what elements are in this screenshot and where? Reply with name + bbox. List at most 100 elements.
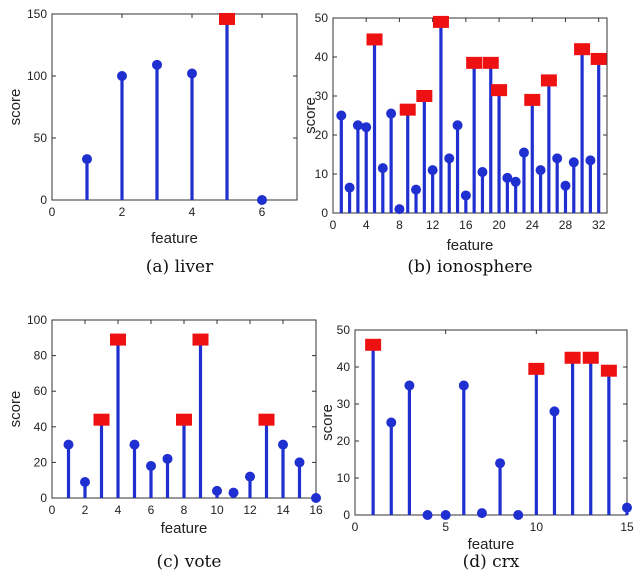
feature-score-marker — [476, 508, 487, 519]
selected-feature-marker — [574, 43, 591, 56]
feature-score-marker — [560, 180, 571, 191]
y-tick-label: 60 — [34, 384, 48, 398]
x-tick-label: 6 — [148, 503, 155, 517]
y-tick-label: 0 — [40, 193, 47, 207]
selected-feature-marker — [600, 364, 617, 377]
axes-frame — [354, 329, 628, 516]
feature-score-marker — [386, 417, 397, 428]
feature-score-marker — [361, 122, 372, 133]
feature-score-marker — [152, 59, 162, 70]
panel-caption: (a) liver — [146, 257, 214, 277]
feature-score-marker — [510, 176, 521, 187]
x-tick-label: 4 — [115, 503, 122, 517]
selected-feature-marker — [491, 84, 508, 97]
x-tick-label: 16 — [459, 218, 473, 232]
axes-frame — [51, 13, 298, 201]
selected-feature-marker — [540, 74, 557, 87]
y-tick-label: 80 — [34, 349, 48, 363]
feature-score-marker — [440, 510, 451, 520]
y-tick-label: 20 — [315, 128, 329, 142]
selected-feature-marker — [176, 413, 192, 426]
feature-score-marker — [344, 182, 355, 193]
selected-feature-marker — [110, 333, 126, 346]
y-tick-label: 50 — [315, 11, 329, 25]
feature-score-marker — [427, 165, 438, 176]
feature-score-marker — [422, 510, 433, 520]
feature-score-marker — [622, 502, 632, 513]
feature-score-marker — [458, 380, 469, 391]
y-tick-label: 20 — [337, 434, 351, 448]
feature-score-marker — [63, 439, 74, 450]
feature-score-marker — [411, 184, 422, 195]
feature-score-marker — [117, 71, 127, 81]
panel-caption: (d) crx — [463, 552, 520, 572]
feature-score-marker — [513, 510, 524, 520]
y-axis-label: score — [302, 97, 319, 134]
x-tick-label: 10 — [210, 503, 224, 517]
y-axis-label: score — [7, 391, 24, 428]
x-tick-label: 28 — [559, 218, 573, 232]
selected-feature-marker — [366, 33, 383, 46]
selected-feature-marker — [582, 351, 599, 364]
y-tick-label: 0 — [40, 491, 47, 505]
feature-score-marker — [568, 157, 579, 168]
x-axis-label: feature — [468, 536, 515, 553]
y-tick-label: 100 — [27, 69, 47, 83]
x-tick-label: 0 — [352, 520, 359, 534]
feature-score-marker — [278, 439, 288, 450]
x-tick-label: 2 — [82, 503, 89, 517]
y-tick-label: 40 — [315, 50, 329, 64]
x-tick-label: 12 — [243, 503, 257, 517]
feature-score-marker — [477, 167, 488, 178]
selected-feature-marker — [416, 90, 433, 102]
x-tick-label: 0 — [49, 205, 56, 219]
feature-score-marker — [518, 147, 529, 158]
y-tick-label: 10 — [337, 471, 351, 485]
feature-score-marker — [585, 155, 596, 166]
feature-score-marker — [294, 457, 305, 468]
selected-feature-marker — [564, 351, 581, 364]
y-tick-label: 30 — [315, 89, 329, 103]
selected-feature-marker — [192, 333, 209, 346]
selected-feature-marker — [219, 12, 235, 25]
feature-score-marker — [129, 439, 140, 450]
x-tick-label: 2 — [119, 205, 126, 219]
selected-feature-marker — [432, 15, 449, 28]
feature-score-marker — [452, 120, 463, 131]
y-tick-label: 30 — [337, 397, 351, 411]
y-tick-label: 50 — [337, 323, 351, 337]
x-tick-label: 4 — [189, 205, 196, 219]
feature-score-marker — [495, 458, 506, 469]
feature-score-marker — [404, 380, 415, 391]
x-tick-label: 16 — [309, 503, 323, 517]
y-tick-label: 10 — [315, 167, 329, 181]
x-tick-label: 12 — [426, 218, 440, 232]
x-axis-label: feature — [151, 230, 198, 247]
selected-feature-marker — [93, 413, 110, 426]
y-tick-label: 150 — [27, 7, 47, 21]
feature-score-marker — [146, 460, 156, 471]
selected-feature-marker — [590, 52, 607, 65]
panel-crx: 0 10 20 30 40 50 0 5 10 15 feature score (d) crx — [319, 323, 634, 572]
x-tick-label: 8 — [181, 503, 188, 517]
x-tick-label: 0 — [330, 218, 337, 232]
selected-feature-marker — [399, 103, 416, 116]
feature-score-marker — [311, 493, 321, 503]
feature-score-marker — [394, 204, 405, 215]
x-tick-label: 10 — [530, 520, 544, 534]
x-tick-label: 15 — [620, 520, 634, 534]
axes-frame — [332, 17, 608, 214]
panel-vote: 0 20 40 60 80 100 0 2 4 6 8 10 12 14 16 feature score (c)… — [7, 313, 323, 572]
x-tick-label: 20 — [492, 218, 506, 232]
feature-score-marker — [212, 485, 222, 496]
feature-score-marker — [377, 163, 388, 174]
panel-liver: 0 50 100 150 0 2 4 6 feature score (a) liver — [7, 7, 298, 277]
feature-score-marker — [502, 172, 513, 183]
y-tick-label: 20 — [34, 455, 48, 469]
y-axis-label: score — [7, 89, 24, 126]
y-tick-label: 0 — [343, 508, 350, 522]
selected-feature-marker — [524, 93, 541, 106]
feature-score-marker — [352, 120, 363, 131]
panel-caption: (c) vote — [157, 552, 222, 572]
